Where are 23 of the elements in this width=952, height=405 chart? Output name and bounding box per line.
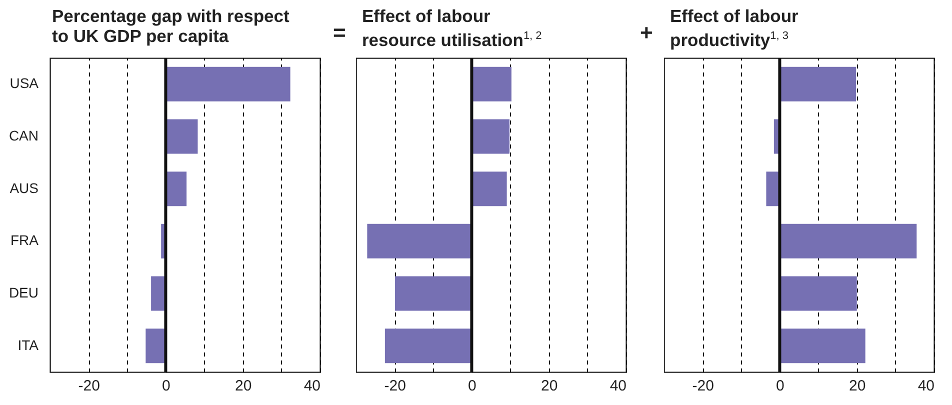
x-tick-label: 20: [235, 378, 252, 394]
y-tick-label: ITA: [18, 336, 40, 353]
y-tick-label: USA: [10, 75, 40, 92]
x-tick-label: -20: [78, 378, 100, 394]
y-tick-label: CAN: [8, 128, 38, 144]
y-tick-label: DEU: [8, 284, 38, 300]
x-tick-label: 0: [776, 378, 784, 394]
x-tick-label: 0: [162, 378, 170, 394]
x-tick-label: 20: [541, 378, 558, 394]
y-tick-label: FRA: [10, 232, 40, 248]
x-tick-label: 0: [468, 378, 476, 394]
chart-title: Effect of labour resource utilisation$^{1, 2}$: [362, 5, 543, 52]
x-tick-label: 40: [304, 378, 320, 394]
chart-title: Effect of labour productivity$^{1, 3}$: [670, 5, 800, 52]
chart-title: Percentage gap with respect to UK GDP per capita: [52, 5, 290, 48]
text: +: [640, 20, 653, 46]
x-tick-label: 40: [610, 378, 626, 394]
x-tick-label: 40: [918, 378, 934, 394]
x-tick-label: -20: [384, 378, 406, 394]
x-tick-label: 20: [849, 378, 866, 394]
y-tick-label: AUS: [10, 180, 38, 196]
x-tick-label: -20: [692, 378, 714, 394]
text: =: [333, 20, 346, 46]
